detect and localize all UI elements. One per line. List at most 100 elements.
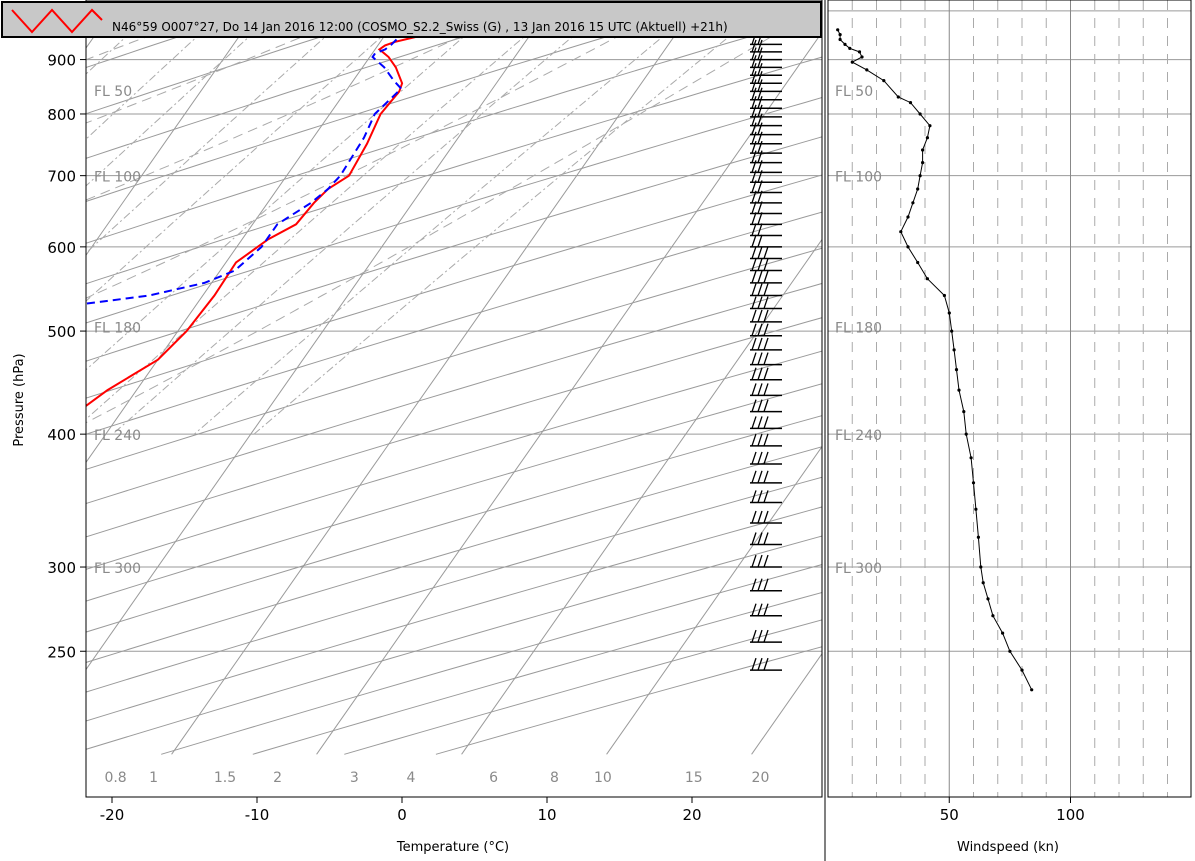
wind-barb [750,510,782,524]
wind-barb [750,79,782,93]
windspeed-point [908,101,913,105]
pressure-tick-label: 500 [47,323,76,341]
pressure-tick-label: 250 [47,643,76,661]
temperature-tick-label: 20 [682,806,701,824]
mixing-ratio-label: 6 [489,770,498,786]
windspeed-flight-level-label: FL 300 [835,561,882,577]
wind-barb [750,246,782,260]
mixing-ratio-label: 1 [149,770,158,786]
wind-barb [750,399,782,413]
windspeed-point [836,28,840,32]
temperature-tick-label: -10 [245,806,270,824]
flight-level-label: FL 300 [94,561,141,577]
flight-level-label: FL 240 [94,428,141,444]
mixing-ratio-labels: 0.8 1 1.5 2 3 4 6 8 10 15 20 [104,770,769,786]
windspeed-flight-level-label: FL 50 [835,84,873,100]
dry-adiabat [86,415,822,633]
windspeed-profile [837,29,1033,691]
wind-barb [750,63,782,76]
wind-barb [750,367,782,381]
windspeed-flight-level-labels: FL 300 FL 240 FL 180 FL 100 FL 50 [835,84,882,577]
mixing-ratio-label: 1.5 [214,770,236,786]
isotherm-line [86,38,239,257]
mixing-ratio-label: 20 [752,770,770,786]
dry-adiabat [86,211,822,435]
wind-barb [750,234,782,248]
pressure-axis: 2503004005006007008009001000 [38,3,86,661]
wind-barb [750,470,782,484]
windspeed-point [957,388,961,392]
dry-adiabat [86,136,822,362]
pressure-tick-label: 700 [47,168,76,186]
windspeed-point [928,124,932,128]
windspeed-point [918,112,922,116]
temperature-tick-label: 0 [397,806,407,824]
windspeed-point [911,201,915,205]
dry-adiabat [86,38,177,69]
wind-barb [750,433,782,447]
wind-barb [750,554,782,568]
temperature-axis: -20 -10 0 10 20 [100,797,702,824]
skewt-series [86,38,416,408]
windspeed-point [979,565,983,569]
mixing-ratio-label: 2 [273,770,282,786]
temperature-profile [86,38,416,408]
isotherm-line [171,38,674,755]
windspeed-point [838,33,842,37]
dry-adiabat [86,38,319,115]
windspeed-point [954,368,959,372]
wind-barb [750,323,782,337]
wind-barb [750,96,782,109]
wind-barb [750,212,782,226]
windspeed-point [906,245,910,249]
wind-barb [750,532,782,546]
temperature-tick-label: 10 [537,806,556,824]
pressure-tick-label: 800 [47,106,76,124]
windspeed-point [1008,649,1012,653]
dry-adiabat [86,350,822,570]
wind-barb [750,39,782,53]
dry-adiabat [86,97,822,324]
windspeed-panel: FL 300 FL 240 FL 180 FL 100 FL 50 50 100 [824,0,1192,861]
mixing-ratio-label: 3 [350,770,359,786]
windspeed-axis-title: Windspeed (kn) [957,840,1059,855]
pressure-tick-label: 400 [47,426,76,444]
wind-barb [750,270,782,284]
wind-barb [750,451,782,465]
wind-barb [750,131,782,145]
windspeed-axis: 50 100 [940,797,1085,824]
wind-barb [750,416,782,430]
wind-barb [750,104,782,118]
windspeed-point [860,55,864,59]
wind-barb [750,603,782,617]
windspeed-flight-level-label: FL 100 [835,170,882,186]
dry-adiabat [86,446,822,663]
mixing-ratio-label: 0.8 [104,770,126,786]
mixing-ratio-line [86,38,524,420]
dry-adiabat [86,383,822,602]
dry-adiabat [86,38,605,202]
windspeed-point [952,348,956,352]
wind-barb [750,296,782,310]
windspeed-point [916,260,920,265]
header-title: N46°59 O007°27, Do 14 Jan 2016 12:00 (CO… [112,20,728,34]
windspeed-flight-level-label: FL 180 [835,320,882,336]
isotherm-line [86,38,529,671]
windspeed-point [950,329,954,333]
windspeed-point [899,230,903,234]
wind-barb [750,47,782,61]
mixing-ratio-label: 4 [406,770,415,786]
skewt-grid [86,38,822,755]
windspeed-point [906,215,910,219]
flight-level-label: FL 50 [94,84,132,100]
isotherm-line [606,445,822,755]
flight-level-label: FL 180 [94,320,141,336]
windspeed-series [836,28,1034,692]
temperature-axis-title: Temperature (°C) [396,840,509,855]
pressure-tick-label: 600 [47,239,76,257]
wind-barb [750,578,782,592]
windspeed-point [1020,668,1024,672]
wind-barb [750,337,782,351]
dry-adiabat [86,56,822,285]
